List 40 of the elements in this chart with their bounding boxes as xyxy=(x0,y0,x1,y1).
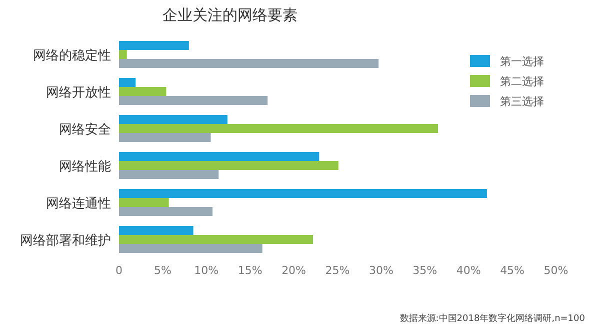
bar xyxy=(119,161,338,170)
chart-title: 企业关注的网络要素 xyxy=(162,6,298,24)
bar xyxy=(119,226,194,235)
x-tick-label: 10% xyxy=(194,264,219,277)
bar xyxy=(119,133,211,142)
x-tick-label: 0 xyxy=(116,264,122,277)
bar xyxy=(119,207,213,216)
bar xyxy=(119,189,487,198)
bar xyxy=(119,170,219,179)
x-tick-label: 35% xyxy=(412,264,438,277)
x-tick-label: 30% xyxy=(368,264,394,277)
bar xyxy=(119,96,268,105)
bar xyxy=(119,244,262,253)
bar xyxy=(119,124,438,133)
legend-label: 第二选择 xyxy=(500,75,544,88)
bar xyxy=(119,41,189,50)
x-tick-label: 25% xyxy=(325,264,350,277)
bar xyxy=(119,198,169,207)
bar xyxy=(119,152,320,161)
x-tick-label: 20% xyxy=(282,264,306,277)
bar xyxy=(119,87,166,96)
y-tick-label: 网络部署和维护 xyxy=(20,234,111,248)
x-tick-label: 40% xyxy=(456,264,481,277)
bar xyxy=(119,115,228,124)
source-note: 数据来源:中国2018年数字化网络调研,n=100 xyxy=(400,313,586,324)
bar xyxy=(119,78,136,87)
y-tick-label: 网络安全 xyxy=(59,122,111,138)
y-tick-label: 网络的稳定性 xyxy=(33,48,111,64)
x-tick-label: 50% xyxy=(544,264,568,277)
x-tick-label: 45% xyxy=(500,264,525,277)
y-tick-label: 网络连通性 xyxy=(46,196,111,212)
x-tick-label: 5% xyxy=(154,264,172,277)
bar xyxy=(119,235,314,244)
y-tick-label: 网络性能 xyxy=(59,160,111,174)
bar xyxy=(119,59,379,68)
legend-label: 第一选择 xyxy=(500,55,544,68)
legend-label: 第三选择 xyxy=(500,95,544,108)
bar xyxy=(119,50,127,59)
y-tick-label: 网络开放性 xyxy=(46,86,111,100)
x-tick-label: 15% xyxy=(238,264,262,277)
